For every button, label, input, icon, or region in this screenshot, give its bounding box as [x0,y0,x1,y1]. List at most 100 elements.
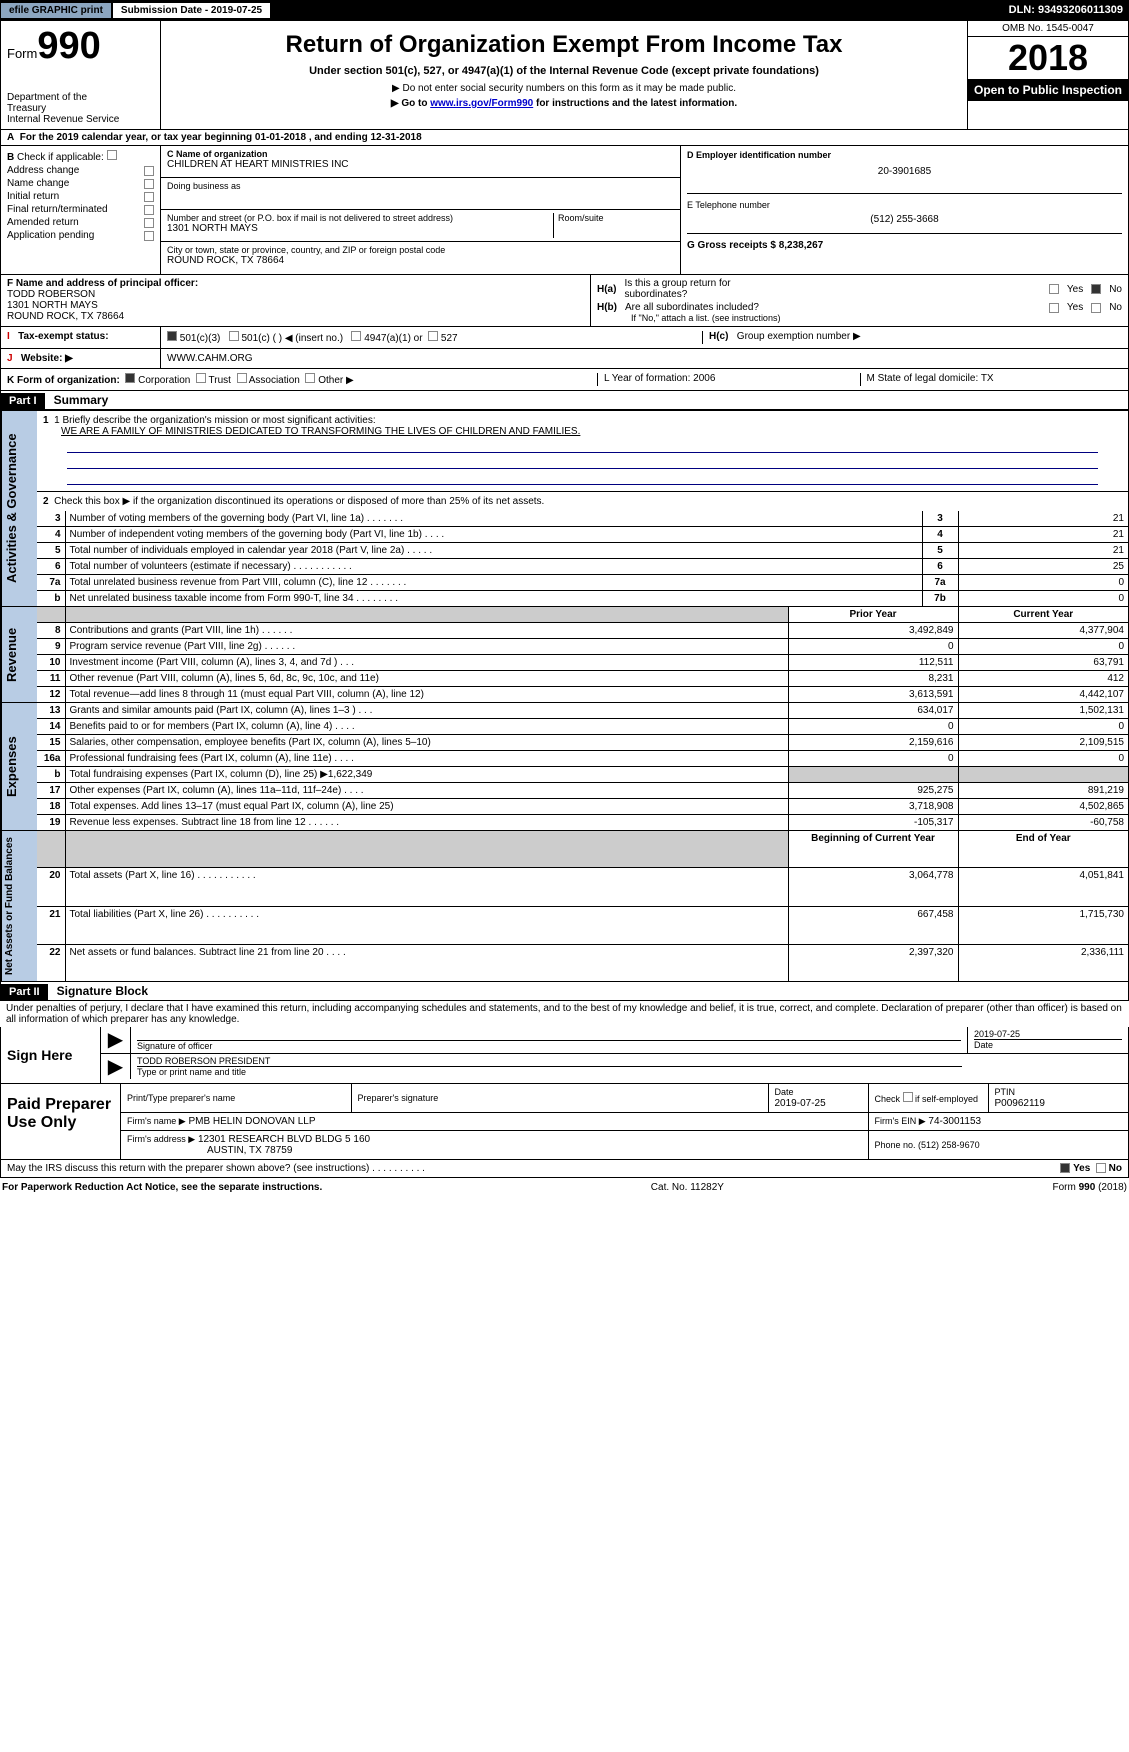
form-id-cell: Form990 Department of the Treasury Inter… [1,21,161,129]
blank-line [67,439,1098,453]
line-desc: Investment income (Part VIII, column (A)… [65,655,788,671]
line-num: 19 [37,815,65,831]
line-num: 20 [37,868,65,906]
line-desc: Grants and similar amounts paid (Part IX… [65,703,788,719]
line-desc: Number of independent voting members of … [65,527,922,543]
checkbox-icon[interactable] [167,331,177,341]
tax-year-range: For the 2019 calendar year, or tax year … [20,132,422,143]
current-value: 412 [958,671,1128,687]
prior-value: 3,613,591 [788,687,958,703]
checkbox-icon[interactable] [196,373,206,383]
line-desc: Net assets or fund balances. Subtract li… [65,944,788,981]
checkbox-icon[interactable] [237,373,247,383]
subtitle-1: Under section 501(c), 527, or 4947(a)(1)… [167,65,961,77]
year-box: OMB No. 1545-0047 2018 Open to Public In… [968,21,1128,129]
prep-date: 2019-07-25 [775,1098,826,1109]
current-value: 0 [958,639,1128,655]
ein-label: D Employer identification number [687,150,1122,160]
prior-value: 0 [788,719,958,735]
line-num: 12 [37,687,65,703]
org-name-box: C Name of organization CHILDREN AT HEART… [161,146,680,178]
line-num: 21 [37,906,65,944]
line-num: 18 [37,799,65,815]
footer-mid: Cat. No. 11282Y [651,1182,724,1193]
efile-button[interactable]: efile GRAPHIC print [0,2,112,19]
blank-line [67,455,1098,469]
line-desc: Salaries, other compensation, employee b… [65,735,788,751]
type-name-label: Type or print name and title [137,1067,246,1077]
line-num: 7a [37,575,65,591]
line-desc: Total unrelated business revenue from Pa… [65,575,922,591]
street: 1301 NORTH MAYS [167,223,549,234]
part2-label: Part II [1,984,48,1000]
omb-number: OMB No. 1545-0047 [968,21,1128,37]
prior-value: 8,231 [788,671,958,687]
checkbox-icon[interactable] [1060,1163,1070,1173]
checkbox-icon[interactable] [144,205,154,215]
prior-value: 3,718,908 [788,799,958,815]
checkbox-icon[interactable] [144,179,154,189]
line-desc: Other expenses (Part IX, column (A), lin… [65,783,788,799]
checkbox-icon[interactable] [229,331,239,341]
checkbox-icon[interactable] [144,166,154,176]
checkbox-icon[interactable] [1091,284,1101,294]
column-c: C Name of organization CHILDREN AT HEART… [161,146,681,274]
line-value: 21 [958,511,1128,527]
prior-value [788,767,958,783]
perjury-text: Under penalties of perjury, I declare th… [0,1001,1129,1027]
street-label: Number and street (or P.O. box if mail i… [167,213,549,223]
state-domicile: M State of legal domicile: TX [860,373,1123,386]
line-num: 13 [37,703,65,719]
form-title: Return of Organization Exempt From Incom… [167,31,961,59]
checkbox-icon[interactable] [1091,303,1101,313]
sig-officer-cell: Signature of officer [131,1027,968,1053]
dba-box: Doing business as [161,178,680,210]
org-name: CHILDREN AT HEART MINISTRIES INC [167,159,674,170]
city: ROUND ROCK, TX 78664 [167,255,674,266]
check-option: Amended return [7,217,154,228]
line-desc: Other revenue (Part VIII, column (A), li… [65,671,788,687]
checkbox-icon[interactable] [305,373,315,383]
checkbox-icon[interactable] [428,331,438,341]
501c: 501(c) ( ) ◀ (insert no.) [241,333,343,344]
officer-grid: F Name and address of principal officer:… [0,275,1129,327]
checkbox-icon[interactable] [903,1092,913,1102]
paid-preparer-table: Print/Type preparer's name Preparer's si… [121,1084,1128,1159]
current-value: 63,791 [958,655,1128,671]
line-value: 21 [958,527,1128,543]
checkbox-icon[interactable] [144,231,154,241]
city-box: City or town, state or province, country… [161,242,680,274]
checkbox-icon[interactable] [1049,303,1059,313]
prior-value: 634,017 [788,703,958,719]
firm-ein-label: Firm's EIN ▶ [875,1116,926,1126]
checkbox-icon[interactable] [107,150,117,160]
line1-label: 1 Briefly describe the organization's mi… [54,415,376,426]
firm-ein: 74-3001153 [928,1116,981,1127]
checkbox-icon[interactable] [1049,284,1059,294]
room-label: Room/suite [554,213,674,238]
column-d: D Employer identification number 20-3901… [681,146,1128,274]
line-num: 10 [37,655,65,671]
checkbox-icon[interactable] [144,218,154,228]
checkbox-icon[interactable] [1096,1163,1106,1173]
4947: 4947(a)(1) or [364,333,422,344]
prior-value: -105,317 [788,815,958,831]
line-num: 8 [37,623,65,639]
checkbox-icon[interactable] [144,192,154,202]
irs-discuss-row: May the IRS discuss this return with the… [0,1160,1129,1178]
firm-name: PMB HELIN DONOVAN LLP [188,1116,315,1127]
irs-link[interactable]: www.irs.gov/Form990 [430,98,533,109]
line-num: 15 [37,735,65,751]
sig-officer-label: Signature of officer [137,1041,212,1051]
sign-here: Sign Here [1,1027,101,1083]
arrow-icon: ▶ [101,1027,131,1053]
line-desc: Total number of volunteers (estimate if … [65,559,922,575]
checkbox-icon[interactable] [351,331,361,341]
current-value: 0 [958,719,1128,735]
gross-receipts: G Gross receipts $ 8,238,267 [687,240,1122,251]
checkbox-icon[interactable] [125,373,135,383]
dba-label: Doing business as [167,181,674,191]
hb-q: Are all subordinates included? [625,302,1041,313]
prep-date-label: Date [775,1087,794,1097]
current-value: 4,502,865 [958,799,1128,815]
